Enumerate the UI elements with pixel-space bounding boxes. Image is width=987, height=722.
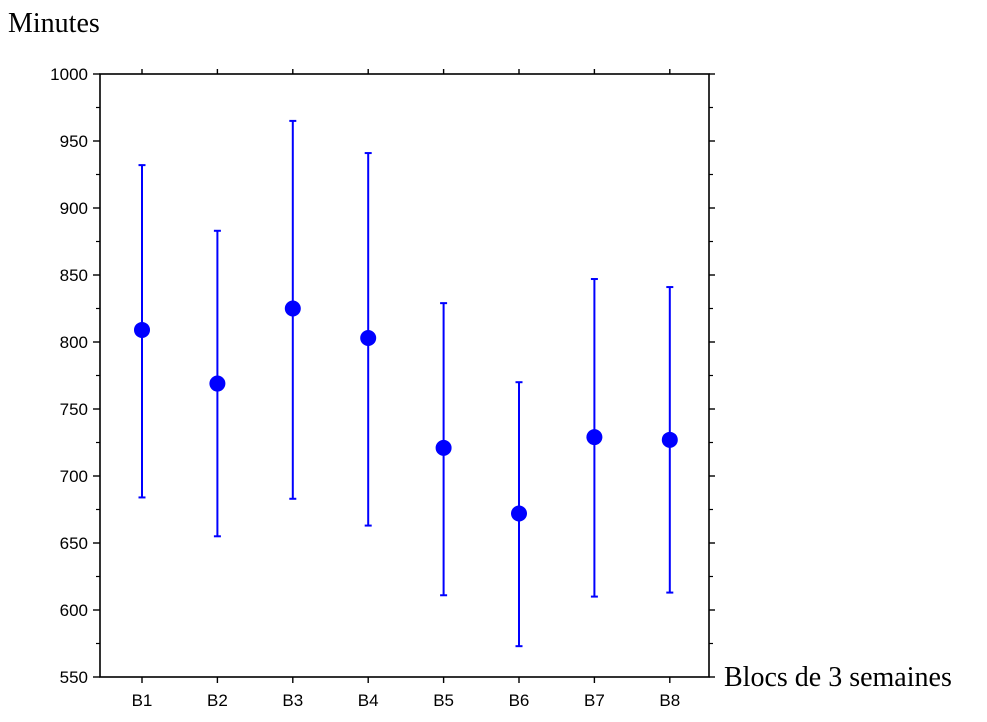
y-tick-label: 850 — [60, 266, 88, 285]
x-axis-title: Blocs de 3 semaines — [724, 662, 952, 693]
x-tick-label: B2 — [207, 691, 228, 710]
y-tick-label: 750 — [60, 400, 88, 419]
x-tick-label: B1 — [132, 691, 153, 710]
mean-point — [284, 300, 301, 317]
y-axis: 550 600 650 700 750 800 850 900 950 1000 — [50, 65, 715, 687]
y-tick-label: 700 — [60, 467, 88, 486]
mean-point — [209, 375, 226, 392]
x-tick-label: B3 — [282, 691, 303, 710]
mean-point — [134, 321, 150, 338]
mean-points — [134, 300, 678, 522]
y-tick-label: 1000 — [50, 65, 88, 84]
y-tick-label: 600 — [60, 601, 88, 620]
x-tick-label: B8 — [659, 691, 680, 710]
mean-point — [435, 439, 452, 456]
y-tick-label: 950 — [60, 132, 88, 151]
x-tick-label: B7 — [584, 691, 605, 710]
plot-frame — [99, 73, 710, 678]
x-axis: B1 B2 B3 B4 B5 B6 B7 B8 — [132, 69, 680, 710]
y-tick-label: 550 — [60, 668, 88, 687]
x-tick-label: B4 — [358, 691, 379, 710]
mean-point — [586, 429, 603, 446]
mean-point — [511, 505, 527, 522]
x-tick-label: B6 — [509, 691, 530, 710]
mean-point — [661, 431, 678, 448]
y-axis-title: Minutes — [8, 8, 100, 39]
y-tick-label: 900 — [60, 199, 88, 218]
y-tick-label: 800 — [60, 333, 88, 352]
x-tick-label: B5 — [433, 691, 454, 710]
y-tick-label: 650 — [60, 534, 88, 553]
mean-point — [360, 329, 377, 346]
